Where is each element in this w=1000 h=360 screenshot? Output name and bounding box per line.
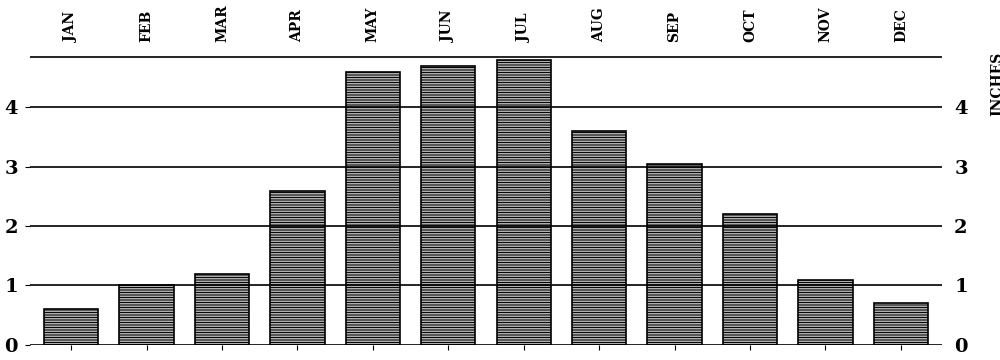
Bar xyxy=(572,131,626,345)
Bar xyxy=(119,285,174,345)
Bar xyxy=(270,190,325,345)
Bar xyxy=(798,279,853,345)
Bar xyxy=(874,303,928,345)
Bar xyxy=(497,60,551,345)
Bar xyxy=(723,214,777,345)
Text: INCHES: INCHES xyxy=(990,51,1000,116)
Bar xyxy=(346,72,400,345)
Bar xyxy=(44,309,98,345)
Bar xyxy=(421,66,475,345)
Bar xyxy=(195,274,249,345)
Bar xyxy=(647,164,702,345)
